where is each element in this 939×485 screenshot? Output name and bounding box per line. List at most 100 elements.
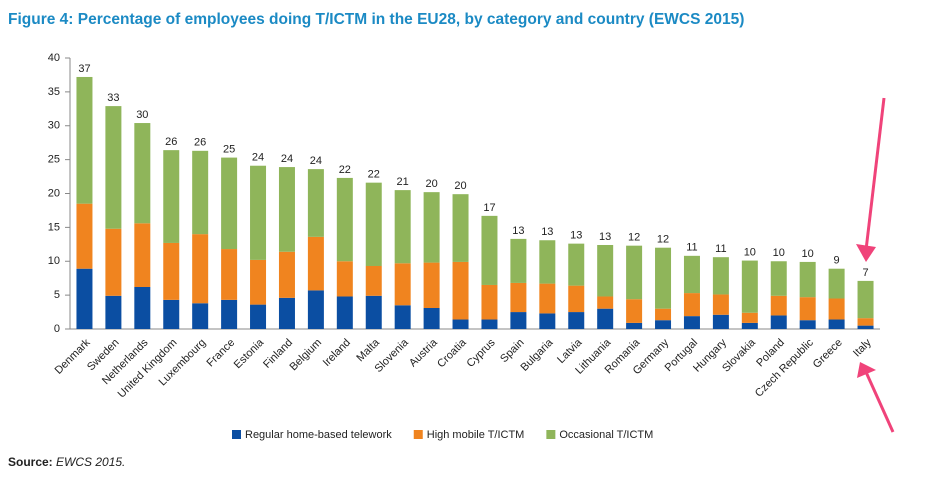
bar-segment bbox=[741, 322, 758, 329]
total-label: 17 bbox=[483, 202, 495, 214]
bar-segment bbox=[394, 305, 411, 329]
y-tick-label: 40 bbox=[48, 52, 60, 64]
bar-segment bbox=[394, 263, 411, 306]
total-label: 10 bbox=[773, 247, 785, 259]
total-label: 22 bbox=[339, 164, 351, 176]
bar-segment bbox=[192, 303, 209, 329]
bar-segment bbox=[307, 290, 324, 329]
total-label: 13 bbox=[512, 225, 524, 237]
bar-segment bbox=[828, 319, 845, 329]
bar-segment bbox=[250, 165, 267, 260]
total-label: 33 bbox=[107, 92, 119, 104]
bar-segment bbox=[394, 190, 411, 264]
bar-segment bbox=[336, 261, 353, 297]
x-tick-label: Bulgaria bbox=[518, 336, 556, 374]
total-label: 11 bbox=[715, 243, 726, 255]
total-label: 20 bbox=[425, 178, 437, 190]
total-label: 24 bbox=[281, 153, 293, 165]
source: Source: EWCS 2015. bbox=[8, 455, 125, 469]
bar-segment bbox=[250, 259, 267, 305]
bar-segment bbox=[105, 106, 122, 229]
x-tick-label: Belgium bbox=[287, 337, 324, 374]
bar-segment bbox=[278, 297, 295, 329]
bar-segment bbox=[192, 150, 209, 235]
bar-segment bbox=[683, 255, 700, 294]
total-label: 10 bbox=[802, 248, 814, 260]
bar-segment bbox=[655, 308, 672, 321]
bar-segment bbox=[857, 280, 874, 319]
legend-swatch bbox=[546, 430, 556, 439]
bar-segment bbox=[163, 299, 180, 329]
y-tick-label: 25 bbox=[48, 154, 60, 166]
bar-segment bbox=[857, 318, 874, 326]
bar-segment bbox=[105, 228, 122, 296]
bar-segment bbox=[452, 194, 469, 262]
bar-segment bbox=[712, 294, 729, 315]
bar-segment bbox=[452, 261, 469, 320]
bar-segment bbox=[307, 169, 324, 237]
bar-segment bbox=[365, 182, 382, 266]
bar-segment bbox=[192, 234, 209, 304]
bar-segment bbox=[741, 312, 758, 323]
bar-segment bbox=[134, 123, 151, 224]
bar-segment bbox=[76, 76, 93, 204]
bar-segment bbox=[365, 265, 382, 296]
arrow-top bbox=[856, 97, 886, 262]
bar-segment bbox=[539, 240, 556, 284]
total-label: 30 bbox=[136, 109, 148, 121]
bar-segment bbox=[626, 299, 643, 323]
x-tick-label: Ireland bbox=[321, 337, 353, 369]
chart-title: Figure 4: Percentage of employees doing … bbox=[8, 11, 744, 28]
total-label: 26 bbox=[165, 136, 177, 148]
bar-segment bbox=[481, 215, 498, 285]
bar-segment bbox=[510, 282, 527, 313]
legend-swatch bbox=[232, 430, 241, 439]
x-tick-label: Italy bbox=[851, 336, 874, 359]
total-label: 25 bbox=[223, 143, 235, 155]
bar-segment bbox=[278, 251, 295, 298]
total-label: 7 bbox=[862, 267, 868, 279]
bar-segment bbox=[770, 315, 787, 329]
bar-segment bbox=[828, 268, 845, 299]
x-tick-label: Croatia bbox=[435, 336, 469, 370]
bar-segment bbox=[76, 203, 93, 269]
bar-segment bbox=[626, 245, 643, 300]
x-tick-label: Slovakia bbox=[720, 336, 759, 375]
bar-segment bbox=[452, 319, 469, 329]
x-tick-label: Austria bbox=[407, 336, 440, 369]
bar-segment bbox=[799, 261, 816, 298]
y-tick-label: 35 bbox=[48, 86, 60, 98]
total-label: 37 bbox=[78, 63, 90, 75]
bar-segment bbox=[76, 268, 93, 329]
bar-segment bbox=[712, 314, 729, 329]
bar-segment bbox=[683, 316, 700, 329]
bar-segment bbox=[597, 308, 614, 329]
bar-segment bbox=[597, 296, 614, 309]
x-tick-label: Estonia bbox=[232, 336, 267, 371]
bar-segment bbox=[221, 299, 238, 329]
bar-segment bbox=[799, 320, 816, 329]
bar-segment bbox=[365, 295, 382, 329]
bar-segment bbox=[163, 242, 180, 300]
bar-segment bbox=[134, 223, 151, 287]
y-tick-label: 0 bbox=[54, 323, 60, 335]
total-label: 20 bbox=[454, 180, 466, 192]
source-label: Source: bbox=[8, 455, 53, 469]
bar-segment bbox=[828, 298, 845, 320]
total-label: 11 bbox=[686, 242, 697, 254]
bar-segment bbox=[423, 262, 440, 308]
source-text: EWCS 2015. bbox=[56, 455, 125, 469]
total-label: 9 bbox=[834, 255, 840, 267]
bar-segment bbox=[539, 283, 556, 314]
total-label: 22 bbox=[368, 169, 380, 181]
bar-segment bbox=[597, 244, 614, 297]
total-label: 24 bbox=[310, 155, 322, 167]
legend-label: High mobile T/ICTM bbox=[427, 429, 525, 441]
bar-segment bbox=[423, 192, 440, 263]
total-label: 26 bbox=[194, 137, 206, 149]
total-label: 24 bbox=[252, 152, 264, 164]
bar-segment bbox=[221, 157, 238, 250]
bar-segment bbox=[278, 167, 295, 252]
y-tick-label: 5 bbox=[54, 289, 60, 301]
total-label: 13 bbox=[599, 231, 611, 243]
